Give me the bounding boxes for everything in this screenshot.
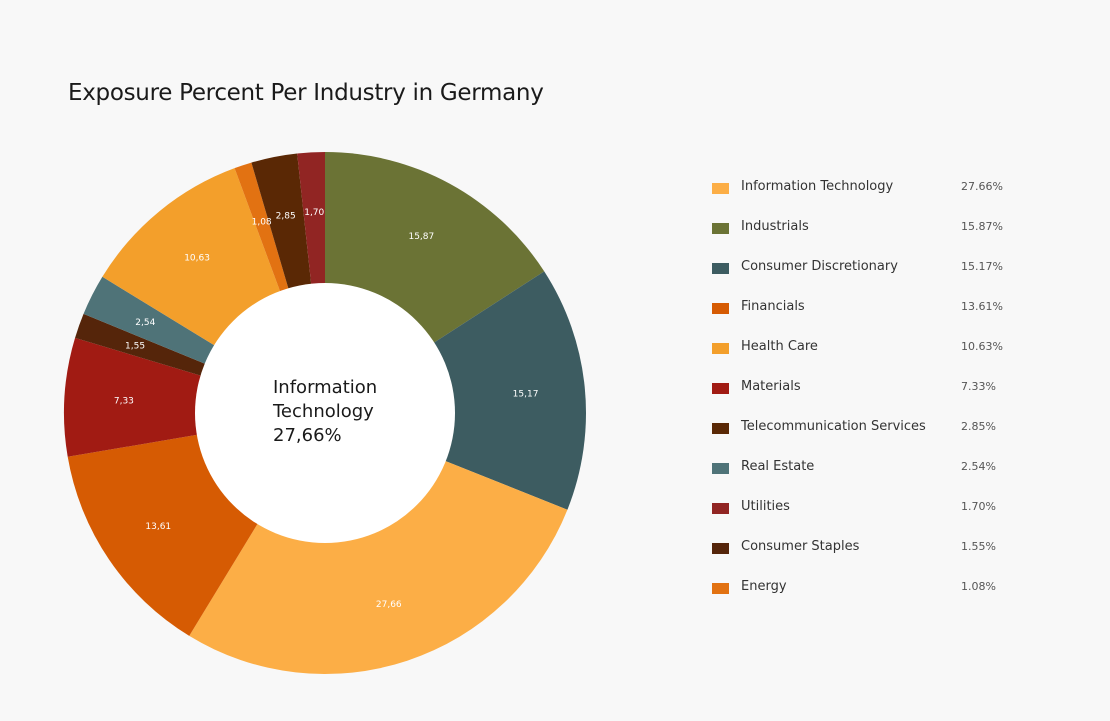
- legend-swatch: [712, 543, 729, 554]
- legend-name: Telecommunication Services: [741, 419, 926, 434]
- center-label-value: 27,66%: [273, 425, 342, 446]
- legend-swatch: [712, 303, 729, 314]
- legend: Information Technology 27.66% Industrials 1…: [712, 179, 1012, 619]
- legend-swatch: [712, 343, 729, 354]
- center-label-line2: Technology: [273, 401, 374, 422]
- slice-label: 2,85: [276, 211, 296, 221]
- donut-hole: [195, 283, 455, 543]
- legend-name: Consumer Discretionary: [741, 259, 898, 274]
- legend-swatch: [712, 223, 729, 234]
- slice-label: 1,55: [125, 342, 145, 352]
- slice-materials[interactable]: [63, 337, 325, 457]
- center-label: Information Technology 27,66%: [273, 376, 377, 448]
- legend-value: 1.08%: [961, 580, 996, 593]
- legend-item[interactable]: Materials 7.33%: [712, 379, 1012, 419]
- slice-label: 10,63: [184, 253, 210, 263]
- slice-label: 27,66: [376, 600, 402, 610]
- chart-title: Exposure Percent Per Industry in Germany: [68, 80, 544, 106]
- slice-label: 13,61: [145, 522, 171, 532]
- legend-item[interactable]: Energy 1.08%: [712, 579, 1012, 619]
- legend-swatch: [712, 503, 729, 514]
- legend-value: 7.33%: [961, 380, 996, 393]
- legend-value: 2.85%: [961, 420, 996, 433]
- legend-swatch: [712, 263, 729, 274]
- slice-label: 1,70: [304, 208, 324, 218]
- legend-item[interactable]: Information Technology 27.66%: [712, 179, 1012, 219]
- slice-label: 2,54: [135, 318, 155, 328]
- slice-labels-group: 15,87 15,17 27,66 13,61 7,33 1,55 2,54 10,63 1,0…: [114, 208, 539, 610]
- legend-swatch: [712, 183, 729, 194]
- legend-item[interactable]: Real Estate 2.54%: [712, 459, 1012, 499]
- legend-value: 13.61%: [961, 300, 1003, 313]
- legend-item[interactable]: Consumer Discretionary 15.17%: [712, 259, 1012, 299]
- legend-name: Health Care: [741, 339, 818, 354]
- legend-value: 1.55%: [961, 540, 996, 553]
- legend-value: 2.54%: [961, 460, 996, 473]
- legend-swatch: [712, 583, 729, 594]
- legend-name: Utilities: [741, 499, 790, 514]
- legend-name: Financials: [741, 299, 805, 314]
- slice-label: 1,08: [252, 218, 272, 228]
- slice-consumer-discretionary[interactable]: [325, 271, 586, 510]
- legend-name: Real Estate: [741, 459, 815, 474]
- slice-label: 15,17: [513, 389, 539, 399]
- legend-swatch: [712, 383, 729, 394]
- legend-value: 1.70%: [961, 500, 996, 513]
- legend-swatch: [712, 423, 729, 434]
- legend-name: Information Technology: [741, 179, 894, 194]
- legend-value: 15.17%: [961, 260, 1003, 273]
- center-label-line1: Information: [273, 377, 378, 398]
- legend-item[interactable]: Health Care 10.63%: [712, 339, 1012, 379]
- legend-item[interactable]: Utilities 1.70%: [712, 499, 1012, 539]
- slice-label: 15,87: [408, 232, 434, 242]
- legend-item[interactable]: Consumer Staples 1.55%: [712, 539, 1012, 579]
- legend-item[interactable]: Financials 13.61%: [712, 299, 1012, 339]
- legend-name: Energy: [741, 579, 787, 594]
- legend-value: 10.63%: [961, 340, 1003, 353]
- legend-item[interactable]: Telecommunication Services 2.85%: [712, 419, 1012, 459]
- legend-name: Materials: [741, 379, 801, 394]
- legend-item[interactable]: Industrials 15.87%: [712, 219, 1012, 259]
- legend-value: 27.66%: [961, 180, 1003, 193]
- legend-swatch: [712, 463, 729, 474]
- legend-name: Consumer Staples: [741, 539, 860, 554]
- legend-name: Industrials: [741, 219, 809, 234]
- legend-value: 15.87%: [961, 220, 1003, 233]
- slice-information-technology[interactable]: [189, 413, 568, 674]
- slice-label: 7,33: [114, 397, 134, 407]
